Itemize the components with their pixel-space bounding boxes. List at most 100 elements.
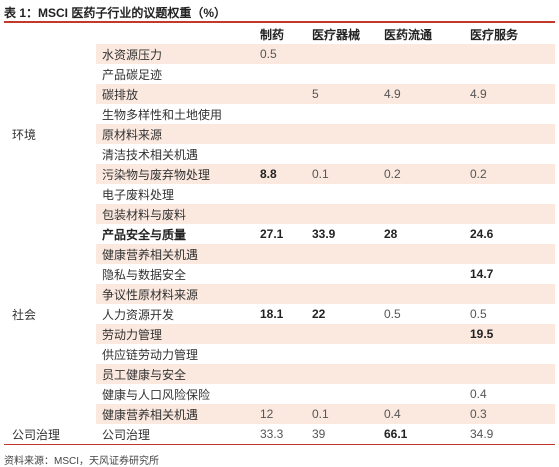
issue-cell: 电子废料处理 (102, 187, 175, 202)
value-cell (254, 184, 306, 204)
header-pharma: 制药 (260, 27, 285, 42)
value-cell: 0.2 (464, 164, 555, 184)
category-cell (4, 324, 96, 344)
header-distribution: 医药流通 (384, 27, 433, 42)
value-cell: 14.7 (470, 267, 494, 281)
value-cell (378, 284, 464, 304)
value-cell: 28 (384, 227, 398, 241)
table-row: 电子废料处理 (4, 184, 555, 204)
category-cell (4, 224, 96, 244)
value-cell: 4.9 (378, 84, 464, 104)
value-cell (306, 104, 378, 124)
table-row: 清洁技术相关机遇 (4, 144, 555, 164)
value-cell (464, 144, 555, 164)
value-cell (254, 204, 306, 224)
issue-cell: 水资源压力 (96, 44, 254, 64)
category-cell (4, 64, 96, 84)
value-cell (464, 364, 555, 384)
value-cell (378, 244, 464, 264)
value-cell (378, 384, 464, 404)
value-cell: 27.1 (260, 227, 284, 241)
value-cell: 0.4 (470, 387, 487, 401)
value-cell: 0.2 (378, 164, 464, 184)
table-row: 环境 原材料来源 (4, 124, 555, 144)
value-cell (378, 364, 464, 384)
value-cell (254, 264, 306, 284)
value-cell (254, 104, 306, 124)
value-cell (378, 124, 464, 144)
table-row: 水资源压力 0.5 (4, 44, 555, 64)
issue-cell: 生物多样性和土地使用 (102, 107, 223, 122)
category-cell: 环境 (12, 127, 37, 142)
issue-cell: 人力资源开发 (102, 307, 175, 322)
issue-cell: 健康营养相关机遇 (96, 244, 254, 264)
value-cell: 0.5 (470, 307, 487, 321)
table-row: 包装材料与废料 (4, 204, 555, 224)
category-cell (4, 204, 96, 224)
value-cell (254, 124, 306, 144)
value-cell (378, 324, 464, 344)
title-divider (4, 21, 555, 23)
value-cell (306, 284, 378, 304)
value-cell (306, 324, 378, 344)
table-row: 公司治理 公司治理 33.3 39 66.1 34.9 (4, 424, 555, 445)
value-cell (464, 184, 555, 204)
value-cell (378, 64, 464, 84)
value-cell (254, 364, 306, 384)
table-row: 健康营养相关机遇 (4, 244, 555, 264)
table-row: 碳排放 5 4.9 4.9 (4, 84, 555, 104)
issue-cell: 员工健康与安全 (96, 364, 254, 384)
weights-table: 制药 医疗器械 医药流通 医疗服务 水资源压力 0.5 产品碳足迹 碳排放 5 4.9 4.… (4, 24, 555, 445)
value-cell: 0.4 (378, 404, 464, 424)
value-cell (306, 204, 378, 224)
value-cell (306, 244, 378, 264)
value-cell (306, 124, 378, 144)
header-cell (96, 24, 254, 44)
issue-cell: 污染物与废弃物处理 (96, 164, 254, 184)
table-row: 员工健康与安全 (4, 364, 555, 384)
value-cell (378, 184, 464, 204)
table-row: 健康与人口风险保险 0.4 (4, 384, 555, 404)
table-body: 水资源压力 0.5 产品碳足迹 碳排放 5 4.9 4.9 生物多样性和土地使用 环境 原材料来源… (4, 44, 555, 445)
category-cell (4, 344, 96, 364)
issue-cell: 碳排放 (96, 84, 254, 104)
value-cell: 4.9 (464, 84, 555, 104)
value-cell: 39 (306, 424, 378, 445)
issue-cell: 隐私与数据安全 (102, 267, 187, 282)
value-cell: 8.8 (254, 164, 306, 184)
issue-cell: 健康营养相关机遇 (96, 404, 254, 424)
value-cell (254, 64, 306, 84)
value-cell (464, 204, 555, 224)
category-cell (4, 84, 96, 104)
table-row: 隐私与数据安全 14.7 (4, 264, 555, 284)
value-cell (464, 124, 555, 144)
issue-cell: 供应链劳动力管理 (102, 347, 199, 362)
value-cell: 66.1 (378, 424, 464, 445)
value-cell: 22 (312, 307, 326, 321)
value-cell (464, 64, 555, 84)
table-row: 社会 人力资源开发 18.1 22 0.5 0.5 (4, 304, 555, 324)
value-cell (306, 264, 378, 284)
value-cell (254, 384, 306, 404)
value-cell: 0.1 (306, 164, 378, 184)
category-cell (4, 364, 96, 384)
value-cell: 0.3 (464, 404, 555, 424)
value-cell (306, 184, 378, 204)
category-cell (4, 384, 96, 404)
issue-cell: 产品碳足迹 (102, 67, 163, 82)
header-cell (4, 24, 96, 44)
value-cell: 18.1 (260, 307, 284, 321)
category-cell: 社会 (12, 307, 37, 322)
value-cell (378, 104, 464, 124)
value-cell (306, 64, 378, 84)
value-cell (464, 244, 555, 264)
category-cell (4, 184, 96, 204)
issue-cell: 争议性原材料来源 (96, 284, 254, 304)
table-header: 制药 医疗器械 医药流通 医疗服务 (4, 24, 555, 44)
category-cell (4, 144, 96, 164)
category-cell (4, 284, 96, 304)
value-cell (254, 144, 306, 164)
value-cell (306, 384, 378, 404)
issue-cell: 公司治理 (96, 424, 254, 445)
value-cell: 0.5 (384, 307, 401, 321)
